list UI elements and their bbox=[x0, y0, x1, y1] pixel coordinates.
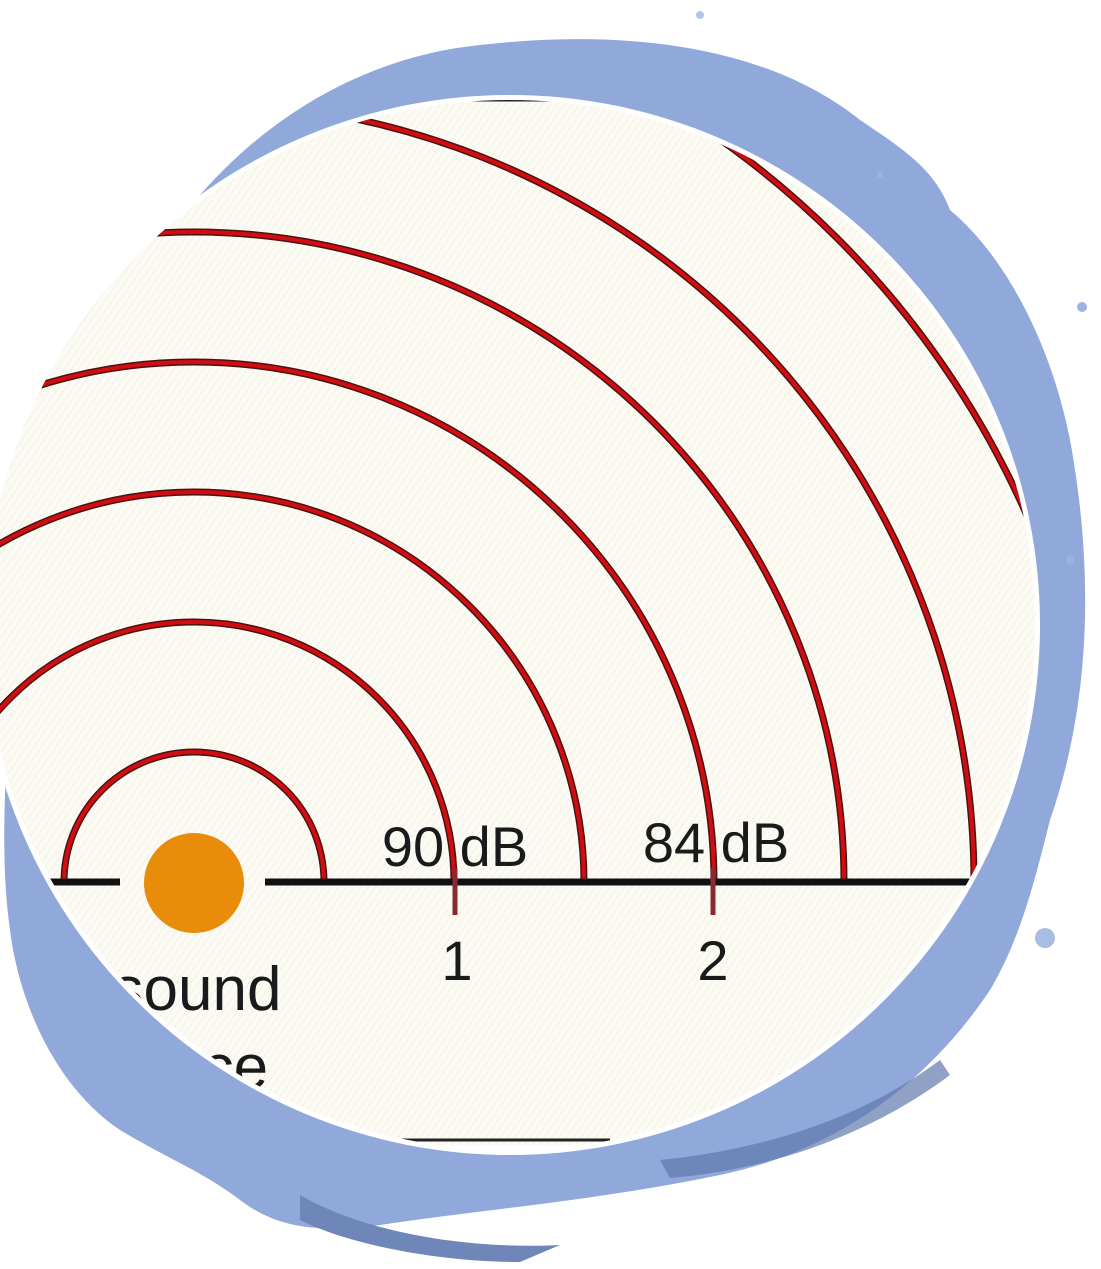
splash-dot bbox=[1066, 556, 1074, 564]
distance-tick-label-1: 1 bbox=[441, 929, 472, 992]
splash-dot bbox=[1077, 302, 1087, 312]
sound-source-dot bbox=[144, 833, 244, 933]
level-label-84db: 84 dB bbox=[643, 811, 789, 874]
splash-streak bbox=[300, 1195, 560, 1262]
wave-arc-2 bbox=[0, 620, 456, 883]
wave-arc-1 bbox=[62, 750, 326, 883]
splash-dot bbox=[696, 11, 704, 19]
wave-arc-3 bbox=[0, 490, 586, 883]
splash-dot bbox=[877, 172, 883, 178]
distance-tick-label-2: 2 bbox=[697, 929, 728, 992]
splash-streak bbox=[660, 1060, 950, 1178]
wave-arc-7 bbox=[0, 100, 1035, 883]
splash-dot bbox=[1035, 928, 1055, 948]
wave-arc-5 bbox=[0, 230, 846, 883]
wave-arc-4 bbox=[0, 360, 716, 883]
level-label-90db: 90 dB bbox=[382, 815, 528, 878]
